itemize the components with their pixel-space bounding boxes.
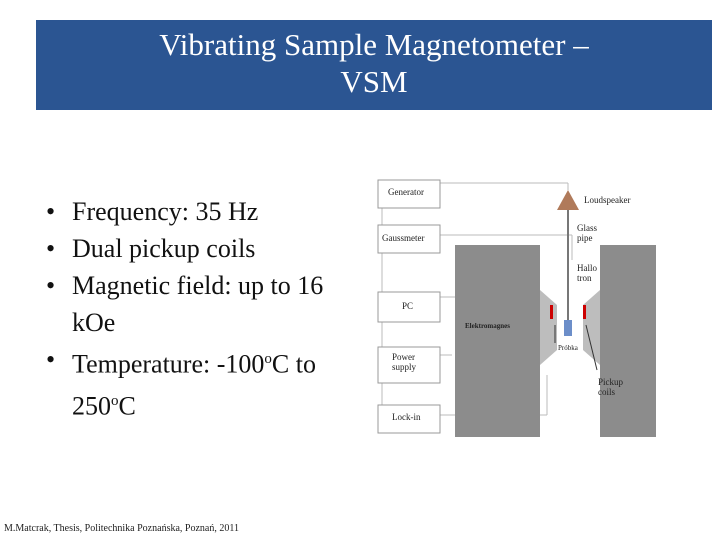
magnet-left — [455, 245, 540, 437]
label: PC — [402, 301, 413, 311]
bullet-text: Temperature: -100 — [72, 349, 265, 379]
superscript: o — [111, 392, 119, 409]
bullet-text: C to 250 — [72, 349, 316, 421]
bullet: Temperature: -100oC to 250oC — [46, 341, 330, 424]
title-line: VSM — [340, 64, 408, 99]
instrument-boxes — [377, 179, 441, 434]
label: Generator — [388, 187, 424, 197]
label: Glass pipe — [577, 223, 597, 243]
vsm-diagram: Generator Gaussmeter PC Power supply Lock… — [372, 175, 662, 437]
bullet: Magnetic field: up to 16 kOe — [46, 267, 330, 341]
superscript: o — [264, 351, 272, 367]
bullet: Dual pickup coils — [46, 230, 330, 267]
footer: M.Matcrak, Thesis, Politechnika Poznańsk… — [4, 523, 239, 534]
label: Lock-in — [392, 412, 421, 422]
coil — [583, 305, 586, 319]
pole-right — [583, 290, 600, 365]
magnet-right — [600, 245, 656, 437]
coil — [550, 305, 553, 319]
sample — [564, 320, 572, 336]
loudspeaker — [557, 190, 579, 210]
pointer — [585, 324, 598, 371]
bullet-text: C — [118, 391, 136, 421]
bullet-list: Frequency: 35 HzDual pickup coilsMagneti… — [30, 193, 330, 424]
label: Elektromagnes — [465, 322, 510, 330]
label: Gaussmeter — [382, 233, 425, 243]
label: Loudspeaker — [584, 195, 630, 205]
title-line: Vibrating Sample Magnetometer – — [159, 27, 589, 62]
label: Power supply — [392, 352, 417, 372]
label: Hallo tron — [577, 263, 597, 283]
label: Próbka — [558, 344, 579, 352]
bullet: Frequency: 35 Hz — [46, 193, 330, 230]
label: Pickup coils — [598, 377, 624, 397]
title-box: Vibrating Sample Magnetometer – VSM — [36, 20, 712, 110]
